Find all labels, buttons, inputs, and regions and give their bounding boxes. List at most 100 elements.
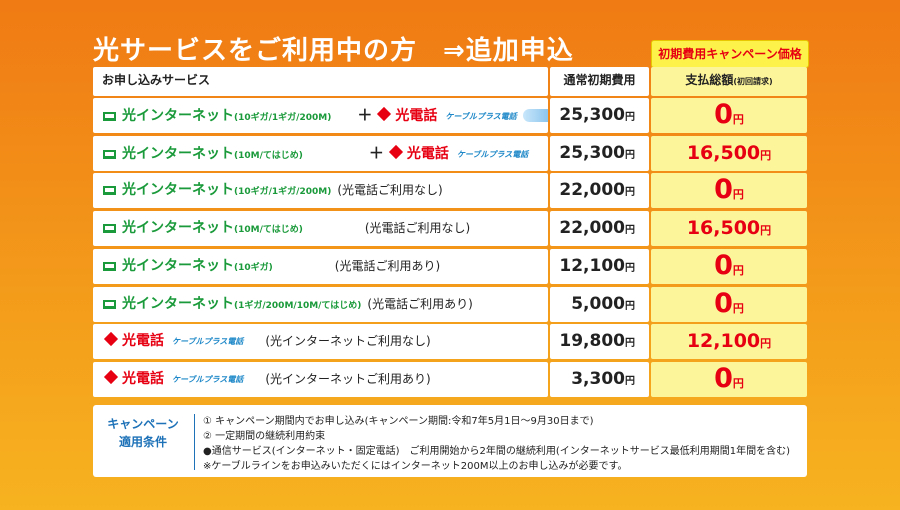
yen-unit: 円 bbox=[732, 377, 744, 390]
yen-unit: 円 bbox=[760, 337, 772, 350]
normal-price: 25,300 bbox=[559, 105, 625, 125]
normal-fee-cell: 3,300円 bbox=[550, 362, 649, 397]
condition-line: ※ケーブルラインをお申込みいただくにはインターネット200M以上のお申し込みが必… bbox=[203, 461, 628, 472]
internet-service: 光インターネット(10M/てはじめ) bbox=[122, 220, 303, 236]
payment-cell: 12,100円 bbox=[651, 324, 807, 359]
computer-icon bbox=[103, 112, 116, 121]
yen-unit: 円 bbox=[760, 224, 772, 237]
normal-price: 22,000 bbox=[559, 218, 625, 238]
service-note: (光インターネットご利用なし) bbox=[265, 334, 431, 348]
internet-spec: (10ギガ/1ギガ/200M) bbox=[234, 113, 332, 123]
condition-line: ●通信サービス(インターネット・固定電話) ご利用開始から2年間の継続利用(イン… bbox=[203, 446, 791, 457]
payment-amount: 0 bbox=[714, 288, 733, 319]
conditions-title: キャンペーン 適用条件 bbox=[93, 415, 193, 451]
internet-label: 光インターネット bbox=[122, 182, 234, 198]
computer-icon bbox=[103, 262, 116, 271]
table-row: 光インターネット(10M/てはじめ) (光電話ご利用なし) bbox=[93, 211, 548, 246]
title-main: 光サービスをご利用中の方 bbox=[93, 36, 418, 66]
hikari-phone-logo-icon bbox=[103, 331, 119, 347]
normal-price: 3,300 bbox=[571, 369, 625, 389]
computer-icon bbox=[103, 300, 116, 309]
payment-cell: 0円 bbox=[651, 173, 807, 208]
payment-cell: 0円 bbox=[651, 98, 807, 133]
yen-unit: 円 bbox=[760, 149, 772, 162]
yen-unit: 円 bbox=[625, 263, 635, 274]
table-row: 光インターネット(1ギガ/200M/10M/てはじめ) (光電話ご利用あり) bbox=[93, 287, 548, 322]
yen-unit: 円 bbox=[625, 150, 635, 161]
title-suffix: ⇒追加申込 bbox=[443, 36, 574, 66]
yen-unit: 円 bbox=[625, 225, 635, 236]
internet-label: 光インターネット bbox=[122, 296, 234, 312]
computer-icon bbox=[103, 186, 116, 195]
condition-line: ① キャンペーン期間内でお申し込み(キャンペーン期間:令和7年5月1日～9月30… bbox=[203, 416, 594, 427]
conditions-title-line2: 適用条件 bbox=[118, 435, 167, 449]
payment-cell: 16,500円 bbox=[651, 211, 807, 246]
cable-plus-phone: ケーブルプラス電話 bbox=[445, 112, 517, 121]
table-row: 光インターネット(10ギガ) (光電話ご利用あり) bbox=[93, 249, 548, 284]
normal-fee-cell: 12,100円 bbox=[550, 249, 649, 284]
internet-label: 光インターネット bbox=[122, 108, 234, 124]
page-title: 光サービスをご利用中の方 ⇒追加申込 bbox=[93, 30, 574, 67]
internet-label: 光インターネット bbox=[122, 258, 234, 274]
service-note: (光インターネットご利用あり) bbox=[265, 372, 431, 386]
conditions-lines: ① キャンペーン期間内でお申し込み(キャンペーン期間:令和7年5月1日～9月30… bbox=[203, 414, 790, 474]
phone-service: 光電話 bbox=[122, 371, 164, 387]
campaign-badge: 初期費用キャンペーン価格 bbox=[651, 40, 809, 68]
internet-spec: (10ギガ/1ギガ/200M) bbox=[234, 187, 332, 197]
payment-amount: 12,100 bbox=[686, 330, 761, 352]
yen-unit: 円 bbox=[625, 112, 635, 123]
yen-unit: 円 bbox=[625, 301, 635, 312]
cable-plus-phone: ケーブルプラス電話 bbox=[172, 337, 244, 346]
yen-unit: 円 bbox=[625, 376, 635, 387]
internet-service: 光インターネット(10ギガ/1ギガ/200M) bbox=[122, 108, 331, 124]
condition-line: ② 一定期間の継続利用約束 bbox=[203, 431, 326, 442]
normal-price: 5,000 bbox=[571, 294, 625, 314]
normal-fee-cell: 22,000円 bbox=[550, 211, 649, 246]
internet-service: 光インターネット(10ギガ/1ギガ/200M) bbox=[122, 182, 331, 198]
yen-unit: 円 bbox=[732, 113, 744, 126]
payment-amount: 16,500 bbox=[686, 217, 761, 239]
normal-price: 22,000 bbox=[559, 180, 625, 200]
phone-service: 光電話 bbox=[122, 333, 164, 349]
internet-spec: (10M/てはじめ) bbox=[234, 225, 303, 235]
payment-amount: 16,500 bbox=[686, 142, 761, 164]
service-note: (光電話ご利用あり) bbox=[367, 297, 473, 311]
campaign-conditions: キャンペーン 適用条件 ① キャンペーン期間内でお申し込み(キャンペーン期間:令… bbox=[93, 405, 807, 477]
normal-fee-cell: 22,000円 bbox=[550, 173, 649, 208]
internet-service: 光インターネット(10M/てはじめ) bbox=[122, 146, 303, 162]
internet-spec: (10ギガ) bbox=[234, 263, 273, 273]
normal-fee-cell: 25,300円 bbox=[550, 98, 649, 133]
cable-line-logo-icon bbox=[522, 109, 548, 122]
table-row: 光インターネット(10ギガ/1ギガ/200M) (光電話ご利用なし) bbox=[93, 173, 548, 208]
service-note: (光電話ご利用なし) bbox=[337, 183, 443, 197]
header-payment-note: (初回請求) bbox=[733, 77, 773, 86]
header-payment: 支払総額(初回請求) bbox=[651, 67, 807, 96]
conditions-divider bbox=[194, 414, 195, 470]
conditions-title-line1: キャンペーン bbox=[107, 417, 179, 431]
payment-amount: 0 bbox=[714, 99, 733, 130]
normal-price: 12,100 bbox=[559, 256, 625, 276]
internet-label: 光インターネット bbox=[122, 220, 234, 236]
payment-amount: 0 bbox=[714, 250, 733, 281]
cable-plus-phone: ケーブルプラス電話 bbox=[172, 375, 244, 384]
plus-sign: ＋ bbox=[357, 106, 373, 124]
plus-sign: ＋ bbox=[368, 144, 384, 162]
cable-plus-phone: ケーブルプラス電話 bbox=[456, 150, 529, 159]
normal-fee-cell: 5,000円 bbox=[550, 287, 649, 322]
yen-unit: 円 bbox=[732, 302, 744, 315]
internet-spec: (1ギガ/200M/10M/てはじめ) bbox=[234, 301, 362, 311]
payment-cell: 0円 bbox=[651, 249, 807, 284]
normal-fee-cell: 25,300円 bbox=[550, 136, 649, 171]
payment-amount: 0 bbox=[714, 363, 733, 394]
yen-unit: 円 bbox=[732, 188, 744, 201]
header-normal-fee: 通常初期費用 bbox=[550, 67, 649, 96]
internet-service: 光インターネット(10ギガ) bbox=[122, 258, 273, 274]
hikari-phone-logo-icon bbox=[103, 369, 119, 385]
service-note: (光電話ご利用あり) bbox=[334, 259, 441, 273]
phone-service: 光電話 bbox=[395, 108, 438, 124]
computer-icon bbox=[103, 150, 116, 159]
internet-service: 光インターネット(1ギガ/200M/10M/てはじめ) bbox=[122, 296, 361, 312]
normal-fee-cell: 19,800円 bbox=[550, 324, 649, 359]
header-payment-label: 支払総額 bbox=[685, 73, 734, 87]
yen-unit: 円 bbox=[625, 338, 635, 349]
